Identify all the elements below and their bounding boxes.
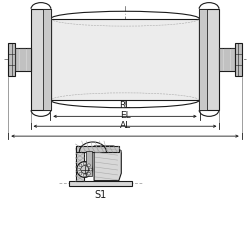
Polygon shape [94, 146, 121, 180]
Circle shape [88, 172, 90, 175]
Bar [44, 9, 51, 110]
Bar [199, 9, 206, 110]
Circle shape [77, 162, 92, 178]
Bar [76, 146, 84, 180]
Bar [51, 19, 199, 100]
Circle shape [77, 168, 80, 171]
Bar [219, 48, 235, 70]
Circle shape [83, 162, 86, 165]
Text: EL: EL [120, 111, 130, 120]
Circle shape [89, 168, 92, 171]
Bar [86, 151, 92, 176]
Bar [235, 44, 242, 76]
Circle shape [81, 166, 89, 173]
Bar [8, 44, 15, 76]
Bar [199, 9, 219, 110]
Bar [70, 180, 132, 186]
Bar [76, 146, 119, 152]
Circle shape [79, 172, 82, 175]
Text: S1: S1 [95, 190, 107, 200]
Bar [31, 9, 51, 110]
Circle shape [79, 164, 82, 167]
Circle shape [88, 164, 90, 167]
Text: AL: AL [120, 121, 130, 130]
Bar [15, 48, 31, 70]
Text: RL: RL [120, 101, 130, 110]
Circle shape [83, 174, 86, 177]
